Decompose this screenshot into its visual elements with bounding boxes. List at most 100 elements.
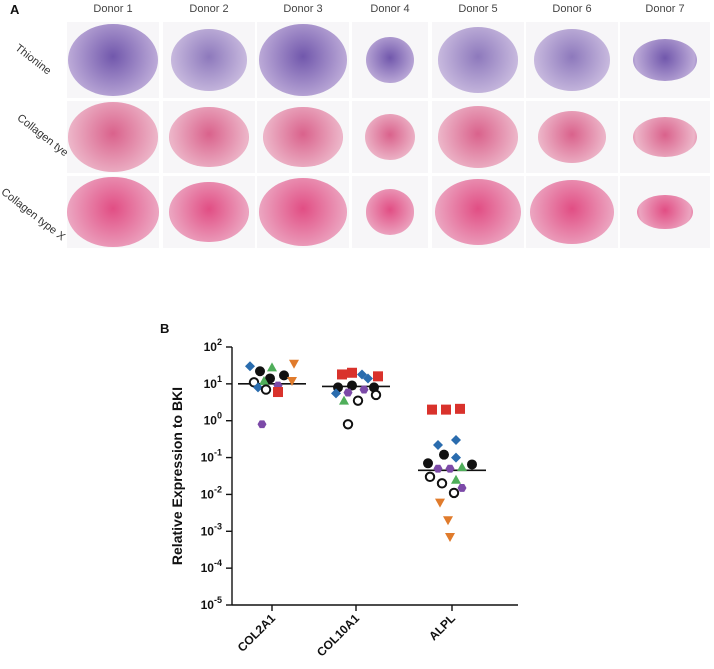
x-category-label: ALPL bbox=[426, 611, 458, 643]
donor-label: Donor 4 bbox=[370, 3, 410, 15]
point-triangle-down bbox=[443, 516, 453, 526]
histology-tile bbox=[257, 22, 349, 98]
point-square bbox=[373, 371, 383, 382]
y-tick-label: 101 bbox=[204, 374, 222, 391]
point-hexagon bbox=[343, 388, 353, 397]
point-triangle-down bbox=[289, 359, 299, 369]
y-tick-label: 10-3 bbox=[201, 521, 222, 538]
tissue-section bbox=[637, 194, 693, 230]
point-triangle-up bbox=[457, 462, 467, 472]
panel-b-letter: B bbox=[160, 321, 170, 336]
point-diamond bbox=[433, 439, 443, 450]
y-axis-title: Relative Expression to BKI bbox=[169, 387, 185, 565]
point-square bbox=[455, 403, 465, 414]
tissue-section bbox=[434, 178, 522, 246]
point-triangle-up bbox=[267, 362, 277, 372]
tissue-section bbox=[632, 38, 698, 82]
histology-panel: A Donor 1 Donor 2 Donor 3 Donor 4 Donor 5 Don… bbox=[0, 0, 714, 250]
point-diamond bbox=[451, 434, 461, 445]
histology-tile bbox=[620, 176, 710, 248]
point-circle-open bbox=[260, 384, 272, 395]
point-circle-filled bbox=[279, 370, 289, 381]
tissue-section bbox=[365, 189, 415, 235]
point-triangle-up bbox=[339, 395, 349, 405]
histology-tile bbox=[67, 101, 159, 173]
point-circle-filled bbox=[255, 366, 265, 377]
donor-label: Donor 3 bbox=[283, 3, 323, 15]
x-category-label: COL2A1 bbox=[235, 611, 279, 655]
histology-tile bbox=[67, 176, 159, 248]
point-hexagon bbox=[445, 464, 455, 473]
tissue-section bbox=[529, 179, 615, 245]
point-diamond bbox=[451, 452, 461, 463]
stain-label: Collagen type X bbox=[0, 186, 68, 244]
point-circle-filled bbox=[423, 458, 433, 469]
point-square bbox=[347, 367, 357, 378]
point-square bbox=[441, 404, 451, 415]
point-hexagon bbox=[433, 464, 443, 473]
donor-label: Donor 1 bbox=[93, 3, 133, 15]
y-tick-label: 10-4 bbox=[201, 558, 222, 575]
y-tick-label: 10-5 bbox=[201, 595, 222, 612]
panel-a-letter: A bbox=[10, 2, 20, 17]
point-hexagon bbox=[457, 484, 467, 492]
point-diamond bbox=[331, 388, 341, 399]
x-category-label: COL10A1 bbox=[314, 611, 362, 659]
tissue-section bbox=[534, 29, 610, 91]
y-tick-label: 102 bbox=[204, 337, 222, 354]
point-square bbox=[337, 369, 347, 380]
histology-tile bbox=[526, 101, 618, 173]
point-square bbox=[427, 404, 437, 415]
tissue-section bbox=[263, 106, 343, 168]
histology-tile bbox=[526, 22, 618, 98]
tissue-section bbox=[258, 24, 348, 96]
point-triangle-up bbox=[451, 474, 461, 484]
histology-tile bbox=[352, 101, 428, 173]
point-hexagon bbox=[257, 420, 267, 429]
tissue-section bbox=[67, 23, 159, 97]
y-tick-label: 10-1 bbox=[201, 448, 222, 465]
expression-chart-panel: B 102 101 100 10-1 10-2 10-3 10-4 10-5 COL2A1 CO… bbox=[0, 315, 714, 669]
point-triangle-up bbox=[259, 375, 269, 385]
x-category-labels: COL2A1 COL10A1 ALPL bbox=[235, 605, 458, 659]
tissue-section bbox=[67, 102, 159, 172]
histology-tile bbox=[432, 176, 524, 248]
histology-tile bbox=[352, 176, 428, 248]
tissue-section bbox=[537, 110, 607, 164]
point-circle-filled bbox=[265, 373, 275, 384]
tissue-section bbox=[169, 106, 249, 168]
histology-tile bbox=[352, 22, 428, 98]
histology-tile bbox=[432, 101, 524, 173]
point-circle-filled bbox=[347, 380, 357, 391]
tissue-section bbox=[67, 176, 159, 248]
point-diamond bbox=[245, 361, 255, 372]
tissue-section bbox=[632, 116, 698, 158]
point-hexagon bbox=[359, 385, 369, 394]
histology-tile bbox=[257, 101, 349, 173]
donor-label: Donor 6 bbox=[552, 3, 592, 15]
histology-tile bbox=[432, 22, 524, 98]
point-circle-filled bbox=[439, 449, 449, 460]
tissue-section bbox=[437, 105, 519, 169]
donor-label: Donor 5 bbox=[458, 3, 498, 15]
histology-tile bbox=[163, 176, 255, 248]
donor-label: Donor 7 bbox=[645, 3, 685, 15]
tissue-section bbox=[364, 113, 416, 161]
point-circle-open bbox=[424, 471, 436, 483]
tissue-section bbox=[366, 36, 414, 84]
histology-tile bbox=[526, 176, 618, 248]
point-triangle-down bbox=[445, 532, 455, 542]
y-tick-label: 100 bbox=[204, 411, 222, 428]
histology-tile bbox=[163, 101, 255, 173]
point-diamond bbox=[357, 369, 367, 380]
point-triangle-down bbox=[435, 498, 445, 508]
chart-axes bbox=[231, 347, 518, 606]
point-diamond bbox=[253, 382, 263, 393]
point-circle-open bbox=[436, 478, 448, 489]
histology-tile bbox=[163, 22, 255, 98]
point-circle-open bbox=[352, 395, 364, 406]
tissue-section bbox=[169, 181, 249, 243]
histology-tile bbox=[67, 22, 159, 98]
donor-label: Donor 2 bbox=[189, 3, 229, 15]
tissue-section bbox=[258, 178, 348, 246]
